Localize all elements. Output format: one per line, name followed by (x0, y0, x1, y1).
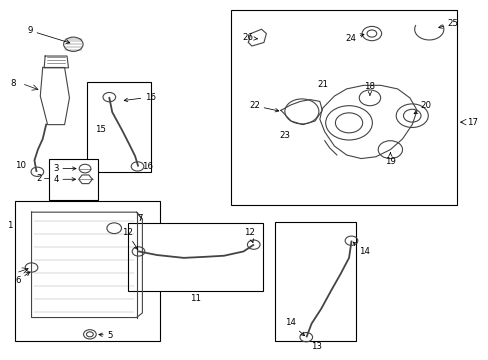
Text: 11: 11 (190, 294, 201, 303)
Text: 9: 9 (27, 26, 70, 44)
Text: 7: 7 (137, 214, 142, 223)
Text: 26: 26 (242, 33, 257, 42)
Bar (274, 222, 356, 341)
Text: 24: 24 (345, 34, 363, 44)
Text: 22: 22 (248, 101, 278, 112)
Text: 4: 4 (53, 175, 75, 184)
Text: 20: 20 (413, 101, 430, 114)
Text: 1: 1 (7, 221, 13, 230)
Text: 15: 15 (95, 125, 106, 134)
Text: 12: 12 (122, 228, 138, 249)
Text: 17: 17 (466, 118, 477, 127)
Bar (15, 202, 160, 341)
Text: 18: 18 (364, 82, 375, 95)
Bar (49, 158, 98, 200)
Text: 3: 3 (53, 164, 76, 173)
Text: 23: 23 (278, 131, 289, 140)
Text: 8: 8 (10, 79, 16, 88)
Text: 16: 16 (124, 93, 156, 102)
Text: 14: 14 (352, 242, 369, 256)
Text: 13: 13 (310, 342, 321, 351)
Bar (87, 82, 151, 172)
Text: 14: 14 (284, 318, 304, 336)
Text: 12: 12 (244, 228, 254, 243)
Bar (127, 223, 263, 292)
Text: 16: 16 (142, 162, 153, 171)
Text: 2: 2 (36, 174, 41, 183)
Bar (230, 10, 456, 205)
Text: 25: 25 (438, 19, 458, 28)
Text: 10: 10 (15, 161, 26, 170)
Text: 21: 21 (317, 80, 328, 89)
Text: 19: 19 (384, 153, 395, 166)
Text: 6: 6 (15, 272, 30, 284)
Text: 5: 5 (99, 331, 113, 340)
